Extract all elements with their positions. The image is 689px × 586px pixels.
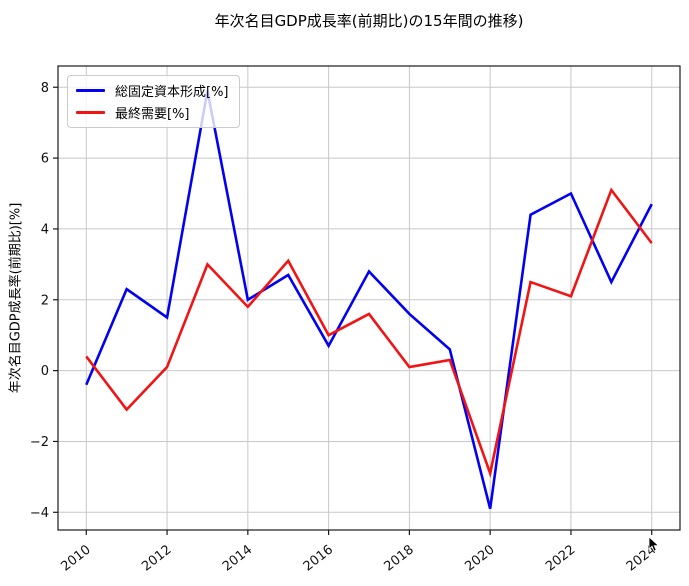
mouse-cursor	[648, 537, 660, 552]
x-tick-label: 2018	[382, 542, 417, 574]
x-tick-label: 2016	[301, 542, 336, 574]
legend-item: 総固定資本形成[%]	[76, 81, 229, 100]
y-tick-label: −2	[30, 435, 49, 450]
x-tick-label: 2020	[462, 542, 497, 574]
y-tick-label: −4	[30, 506, 49, 521]
x-tick-label: 2022	[543, 542, 578, 574]
series-line-swatch-blue	[76, 89, 105, 92]
x-tick-label: 2014	[220, 542, 255, 574]
x-tick-label: 2010	[58, 542, 93, 574]
y-tick-label: 2	[41, 293, 49, 308]
series-line-0	[85, 90, 653, 510]
legend-item: 最終需要[%]	[76, 103, 229, 122]
axes-box	[57, 65, 681, 531]
legend-label: 最終需要[%]	[115, 107, 190, 122]
y-tick-label: 6	[41, 152, 49, 167]
chart-title: 年次名目GDP成長率(前期比)の15年間の推移)	[214, 12, 524, 30]
x-tick-label: 2012	[139, 542, 174, 574]
legend-label: 総固定資本形成[%]	[115, 85, 229, 100]
y-tick-label: 8	[41, 81, 49, 96]
legend: 総固定資本形成[%] 最終需要[%]	[67, 75, 240, 128]
y-tick-label: 0	[41, 364, 49, 379]
series-line-1	[85, 187, 653, 479]
series-line-swatch-red	[76, 111, 105, 114]
y-tick-label: 4	[41, 222, 49, 237]
